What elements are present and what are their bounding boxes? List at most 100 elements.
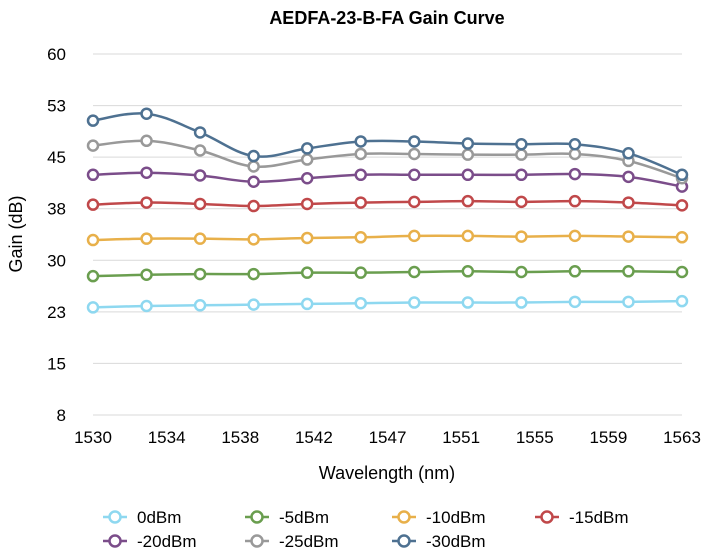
data-point xyxy=(140,299,153,313)
data-point xyxy=(622,170,635,184)
legend-label: -25dBm xyxy=(279,532,339,551)
series--20dBm xyxy=(86,166,689,193)
data-point xyxy=(247,267,260,281)
data-point xyxy=(140,134,153,148)
data-point xyxy=(568,265,582,278)
legend-label: 0dBm xyxy=(137,508,181,527)
series-line xyxy=(92,199,683,208)
data-point xyxy=(622,196,635,209)
legend-swatch-marker xyxy=(108,534,122,548)
legend-swatch-marker xyxy=(250,534,264,548)
data-point xyxy=(140,107,153,120)
data-point xyxy=(86,114,100,127)
series--5dBm xyxy=(86,265,689,283)
data-point xyxy=(193,126,207,139)
data-point xyxy=(300,153,314,166)
legend-item: -5dBm xyxy=(245,508,329,527)
data-point xyxy=(461,168,475,182)
legend-swatch-marker xyxy=(250,510,264,524)
data-point xyxy=(300,197,314,211)
data-point xyxy=(193,197,207,211)
data-point xyxy=(408,296,421,309)
legend-swatch-marker xyxy=(397,534,411,548)
legend-swatch-marker xyxy=(108,510,122,524)
x-tick-label: 1547 xyxy=(369,428,407,447)
data-point xyxy=(300,231,314,245)
legend-swatch-marker xyxy=(540,510,554,524)
legend-label: -20dBm xyxy=(137,532,197,551)
legend-swatch-marker xyxy=(397,510,411,524)
data-point xyxy=(247,199,260,213)
series-line xyxy=(92,269,683,278)
data-point xyxy=(193,144,207,157)
x-axis-ticks: 1530 1534 1538 1542 1547 1551 1555 1559 1563 xyxy=(74,428,701,447)
data-point xyxy=(140,166,153,179)
data-point xyxy=(300,266,314,279)
y-tick-label: 15 xyxy=(47,354,66,373)
data-point xyxy=(568,194,582,208)
data-point xyxy=(300,142,314,155)
series-0dBm xyxy=(86,294,689,314)
data-point xyxy=(515,230,528,243)
x-tick-label: 1559 xyxy=(589,428,627,447)
data-point xyxy=(193,267,207,281)
data-point xyxy=(461,296,475,309)
data-point xyxy=(247,175,260,188)
data-point xyxy=(408,229,421,243)
data-point xyxy=(354,196,367,209)
data-point xyxy=(140,268,153,282)
data-point xyxy=(193,169,207,182)
data-point xyxy=(515,168,528,182)
data-point xyxy=(354,266,367,279)
y-tick-label: 23 xyxy=(47,303,66,322)
data-point xyxy=(408,135,421,148)
data-point xyxy=(461,148,475,161)
legend-label: -15dBm xyxy=(569,508,629,527)
data-point xyxy=(515,265,528,279)
data-point xyxy=(568,229,582,243)
y-tick-label: 53 xyxy=(47,97,66,116)
data-point xyxy=(568,167,582,181)
legend-item: -10dBm xyxy=(392,508,486,527)
data-point xyxy=(354,168,367,182)
data-point xyxy=(408,147,421,161)
data-point xyxy=(300,297,314,311)
x-tick-label: 1551 xyxy=(442,428,480,447)
series-line xyxy=(92,234,683,242)
data-point xyxy=(193,299,207,312)
data-point xyxy=(622,265,635,278)
y-axis-ticks: 60 53 45 38 30 23 15 8 xyxy=(47,45,66,425)
data-point xyxy=(247,149,260,163)
series--15dBm xyxy=(86,194,689,213)
series-line xyxy=(92,171,683,188)
gridlines xyxy=(93,53,682,416)
data-point xyxy=(675,199,689,212)
data-point xyxy=(86,198,100,211)
legend-item: -20dBm xyxy=(103,532,197,551)
legend-item: -15dBm xyxy=(535,508,629,527)
data-point xyxy=(193,232,207,245)
chart-title: AEDFA-23-B-FA Gain Curve xyxy=(269,8,504,28)
data-point xyxy=(675,265,689,279)
x-tick-label: 1563 xyxy=(663,428,701,447)
data-point xyxy=(461,265,475,278)
data-point xyxy=(675,231,689,244)
x-tick-label: 1534 xyxy=(148,428,186,447)
data-point xyxy=(408,265,421,279)
x-tick-label: 1538 xyxy=(221,428,259,447)
data-point xyxy=(247,233,260,246)
legend-label: -10dBm xyxy=(426,508,486,527)
data-point xyxy=(86,301,100,314)
x-axis-label: Wavelength (nm) xyxy=(319,463,455,483)
data-point xyxy=(461,229,475,243)
series--10dBm xyxy=(86,229,689,247)
data-point xyxy=(247,298,260,311)
data-point xyxy=(622,147,635,160)
series-layer xyxy=(86,107,689,314)
data-point xyxy=(675,168,689,182)
legend: 0dBm -5dBm -10dBm -15dBm -20dBm -25dBm -30dBm xyxy=(103,508,629,551)
data-point xyxy=(86,168,100,182)
data-point xyxy=(622,295,635,309)
